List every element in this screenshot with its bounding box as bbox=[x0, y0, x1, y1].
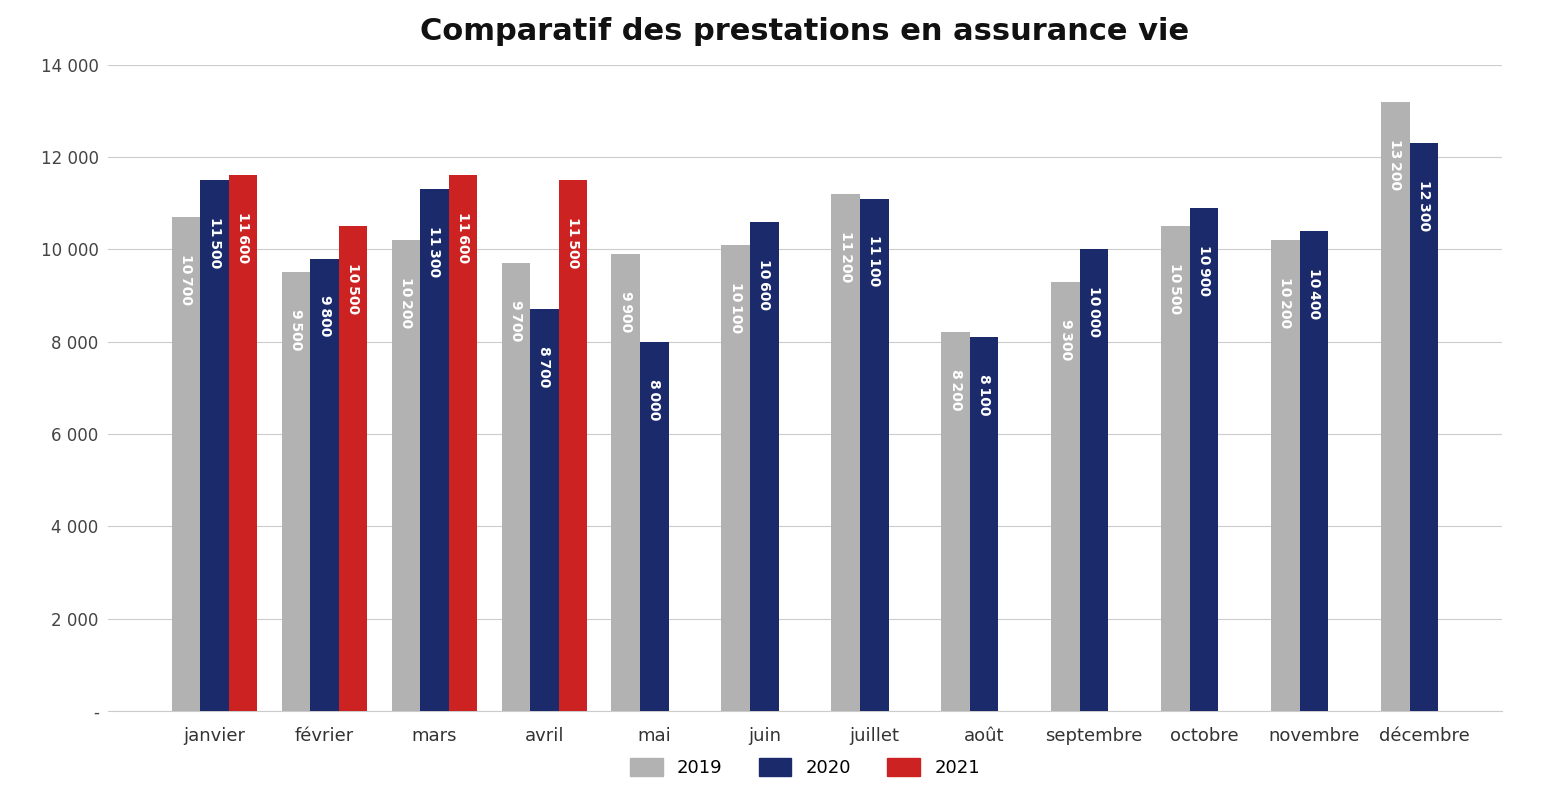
Bar bbox=[1161, 226, 1190, 711]
Text: 11 200: 11 200 bbox=[839, 231, 853, 282]
Bar bbox=[559, 180, 587, 711]
Text: 9 500: 9 500 bbox=[289, 309, 303, 351]
Text: 8 000: 8 000 bbox=[647, 379, 661, 420]
Bar bbox=[420, 189, 449, 711]
Text: 11 500: 11 500 bbox=[207, 217, 221, 268]
Text: 10 500: 10 500 bbox=[1169, 263, 1183, 314]
Text: 9 700: 9 700 bbox=[509, 300, 523, 341]
Text: 10 500: 10 500 bbox=[347, 263, 361, 314]
Bar bbox=[392, 240, 420, 711]
Text: 11 600: 11 600 bbox=[457, 213, 471, 263]
Bar bbox=[449, 175, 477, 711]
Bar bbox=[1410, 143, 1438, 711]
Text: 12 300: 12 300 bbox=[1416, 180, 1430, 231]
Bar bbox=[721, 245, 749, 711]
Text: 9 300: 9 300 bbox=[1059, 318, 1073, 360]
Text: 8 700: 8 700 bbox=[537, 347, 551, 388]
Text: 11 100: 11 100 bbox=[867, 235, 881, 287]
Text: 10 400: 10 400 bbox=[1307, 267, 1320, 319]
Text: 9 800: 9 800 bbox=[317, 296, 331, 337]
Text: 11 500: 11 500 bbox=[567, 217, 580, 268]
Text: 11 300: 11 300 bbox=[427, 226, 441, 277]
Bar bbox=[639, 342, 669, 711]
Bar bbox=[229, 175, 257, 711]
Bar bbox=[941, 332, 971, 711]
Text: 10 100: 10 100 bbox=[729, 282, 743, 333]
Bar bbox=[831, 194, 861, 711]
Bar bbox=[529, 309, 559, 711]
Text: 13 200: 13 200 bbox=[1389, 138, 1402, 190]
Bar bbox=[310, 259, 339, 711]
Legend: 2019, 2020, 2021: 2019, 2020, 2021 bbox=[621, 749, 989, 786]
Title: Comparatif des prestations en assurance vie: Comparatif des prestations en assurance … bbox=[421, 17, 1189, 45]
Bar bbox=[282, 272, 310, 711]
Text: 9 900: 9 900 bbox=[619, 291, 633, 332]
Text: 8 100: 8 100 bbox=[977, 374, 991, 415]
Bar bbox=[1081, 250, 1108, 711]
Text: 10 600: 10 600 bbox=[757, 259, 771, 309]
Bar bbox=[749, 221, 779, 711]
Text: 10 700: 10 700 bbox=[180, 254, 194, 305]
Bar bbox=[1271, 240, 1300, 711]
Bar bbox=[1381, 102, 1410, 711]
Bar bbox=[611, 254, 639, 711]
Bar bbox=[1190, 208, 1218, 711]
Bar bbox=[1051, 282, 1081, 711]
Bar bbox=[1300, 231, 1328, 711]
Text: 11 600: 11 600 bbox=[237, 213, 251, 263]
Bar bbox=[502, 263, 529, 711]
Text: 8 200: 8 200 bbox=[949, 369, 963, 411]
Bar bbox=[339, 226, 367, 711]
Text: 10 900: 10 900 bbox=[1197, 245, 1211, 296]
Text: 10 200: 10 200 bbox=[399, 277, 413, 328]
Bar bbox=[861, 199, 889, 711]
Text: 10 000: 10 000 bbox=[1087, 286, 1101, 337]
Bar bbox=[172, 217, 200, 711]
Bar bbox=[971, 337, 998, 711]
Bar bbox=[200, 180, 229, 711]
Text: 10 200: 10 200 bbox=[1279, 277, 1293, 328]
